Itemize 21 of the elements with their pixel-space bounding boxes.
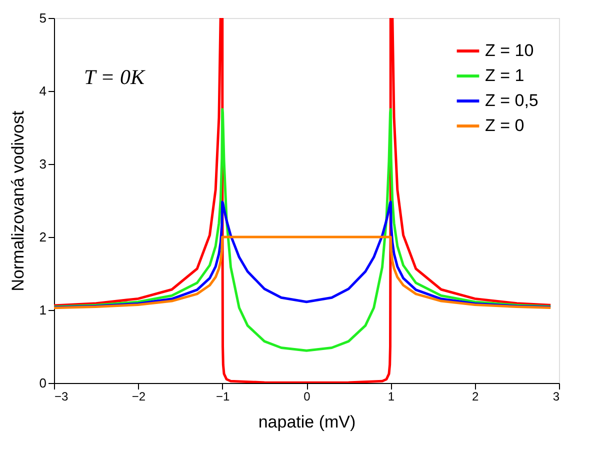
x-tick-label: 0	[304, 390, 311, 404]
line-series	[54, 236, 552, 310]
x-tick-label: 3	[552, 390, 560, 404]
y-tick-label: 2	[39, 230, 46, 244]
y-tick-label: 3	[39, 156, 46, 172]
y-tick-label: 5	[39, 10, 46, 26]
x-tick-label: 2	[472, 390, 479, 404]
legend-label: Z = 0	[485, 116, 524, 135]
x-tick-label: −1	[216, 390, 230, 404]
y-axis-title: Normalizovaná vodivost	[8, 110, 28, 292]
annotation: T = 0K	[84, 65, 146, 89]
y-tick-label: 1	[39, 302, 46, 318]
x-tick-label: −3	[54, 390, 69, 404]
x-axis-title: napatie (mV)	[258, 412, 356, 432]
x-tick-label: −2	[132, 390, 146, 404]
y-tick-label: 4	[39, 84, 46, 98]
legend-label: Z = 0,5	[485, 91, 538, 110]
legend-label: Z = 10	[485, 41, 534, 60]
y-tick-label: 0	[39, 376, 46, 390]
x-tick-label: 1	[388, 390, 395, 404]
legend-label: Z = 1	[485, 66, 524, 85]
